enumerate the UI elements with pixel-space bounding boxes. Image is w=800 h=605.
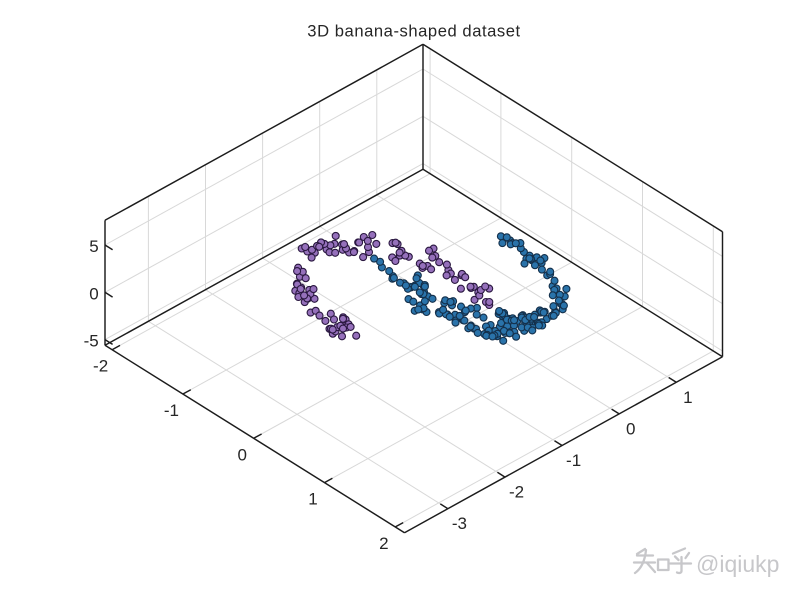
svg-text:1: 1: [683, 388, 692, 407]
svg-text:-3: -3: [452, 514, 467, 533]
svg-text:-1: -1: [164, 401, 179, 420]
svg-text:-5: -5: [84, 332, 99, 351]
svg-text:-2: -2: [509, 483, 524, 502]
svg-text:0: 0: [89, 284, 98, 303]
svg-text:2: 2: [379, 534, 388, 553]
svg-text:5: 5: [89, 237, 98, 256]
svg-text:-1: -1: [566, 451, 581, 470]
svg-text:@iqiukp: @iqiukp: [696, 551, 779, 577]
svg-text:1: 1: [308, 490, 317, 509]
svg-text:-2: -2: [93, 357, 108, 376]
svg-text:3D banana-shaped dataset: 3D banana-shaped dataset: [307, 22, 520, 41]
svg-text:0: 0: [237, 445, 246, 464]
svg-text:0: 0: [626, 419, 635, 438]
